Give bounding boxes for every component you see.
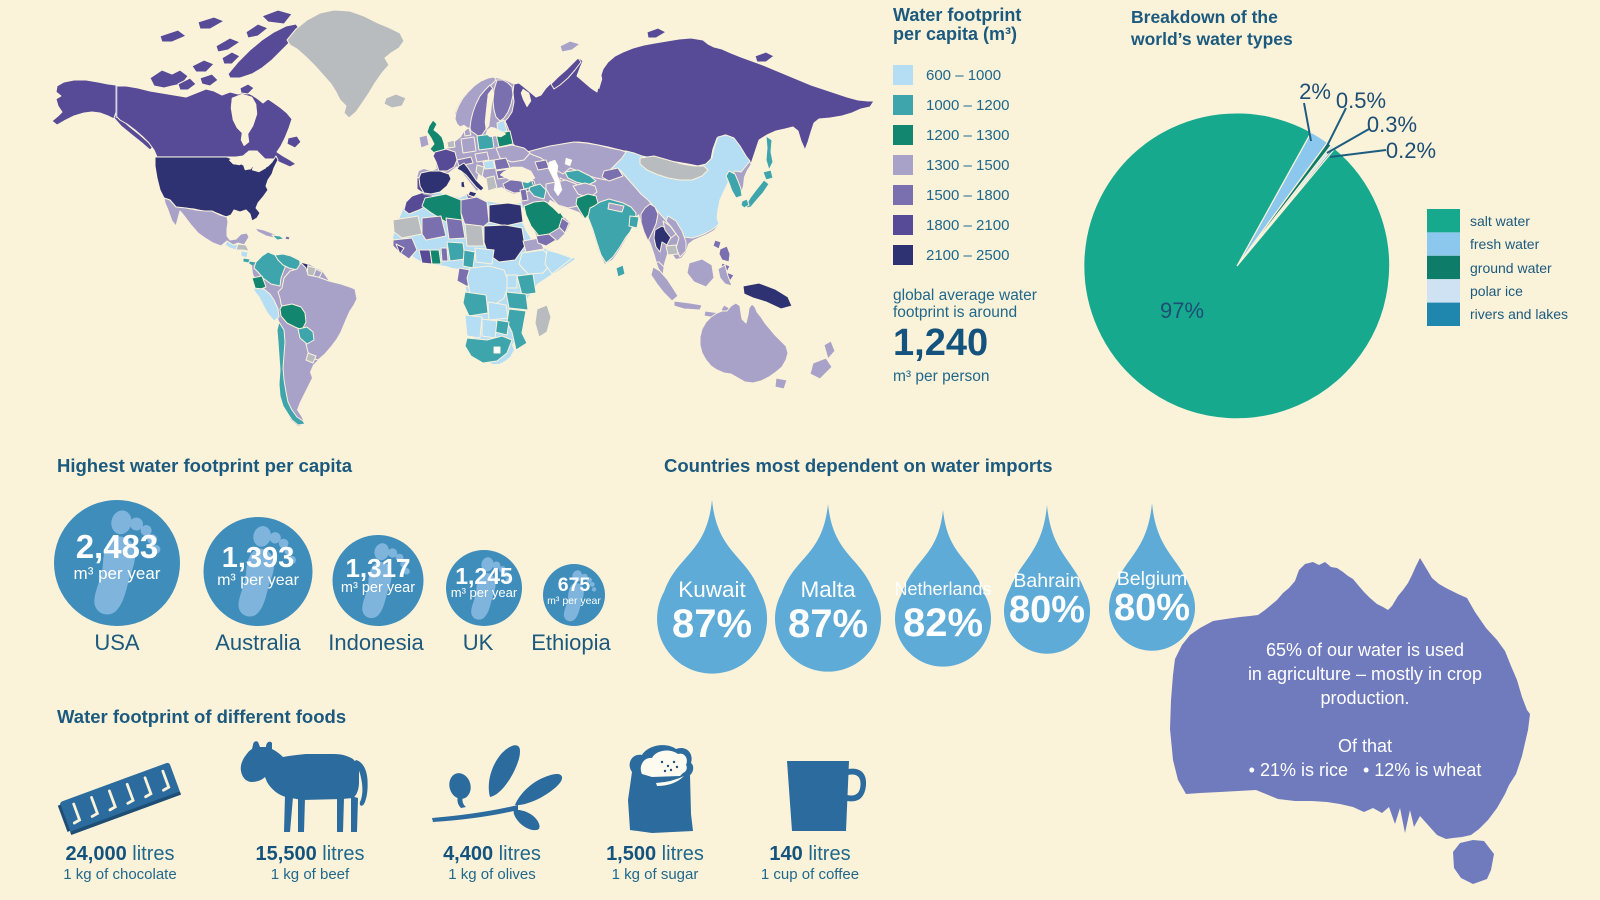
- svg-text:0.2%: 0.2%: [1386, 138, 1436, 163]
- svg-text:polar ice: polar ice: [1470, 283, 1523, 299]
- svg-text:ground water: ground water: [1470, 260, 1552, 276]
- svg-text:rivers and lakes: rivers and lakes: [1470, 306, 1568, 322]
- svg-text:m³ per year: m³ per year: [547, 595, 601, 607]
- svg-text:Bahrain: Bahrain: [1013, 570, 1080, 592]
- svg-text:2%: 2%: [1299, 79, 1331, 104]
- svg-text:1,317: 1,317: [345, 553, 410, 583]
- svg-text:0.3%: 0.3%: [1367, 112, 1417, 137]
- svg-text:80%: 80%: [1009, 589, 1085, 631]
- svg-text:Malta: Malta: [800, 577, 856, 602]
- svg-text:1,245: 1,245: [455, 563, 513, 589]
- svg-text:97%: 97%: [1160, 298, 1204, 323]
- svg-text:m³ per year: m³ per year: [341, 580, 415, 596]
- svg-text:Netherlands: Netherlands: [894, 579, 991, 599]
- svg-text:87%: 87%: [672, 602, 752, 646]
- svg-text:2,483: 2,483: [76, 528, 159, 565]
- svg-text:m³ per year: m³ per year: [74, 564, 161, 583]
- svg-text:80%: 80%: [1114, 587, 1190, 629]
- svg-text:fresh water: fresh water: [1470, 236, 1540, 252]
- svg-text:675: 675: [558, 574, 591, 596]
- svg-text:Belgium: Belgium: [1117, 568, 1187, 590]
- svg-text:m³ per year: m³ per year: [451, 585, 518, 600]
- svg-text:m³ per year: m³ per year: [217, 572, 299, 589]
- svg-text:Kuwait: Kuwait: [678, 577, 746, 602]
- svg-text:87%: 87%: [788, 602, 868, 646]
- svg-text:1,393: 1,393: [222, 542, 295, 574]
- svg-text:82%: 82%: [903, 601, 983, 645]
- svg-text:0.5%: 0.5%: [1336, 88, 1386, 113]
- svg-text:salt water: salt water: [1470, 213, 1530, 229]
